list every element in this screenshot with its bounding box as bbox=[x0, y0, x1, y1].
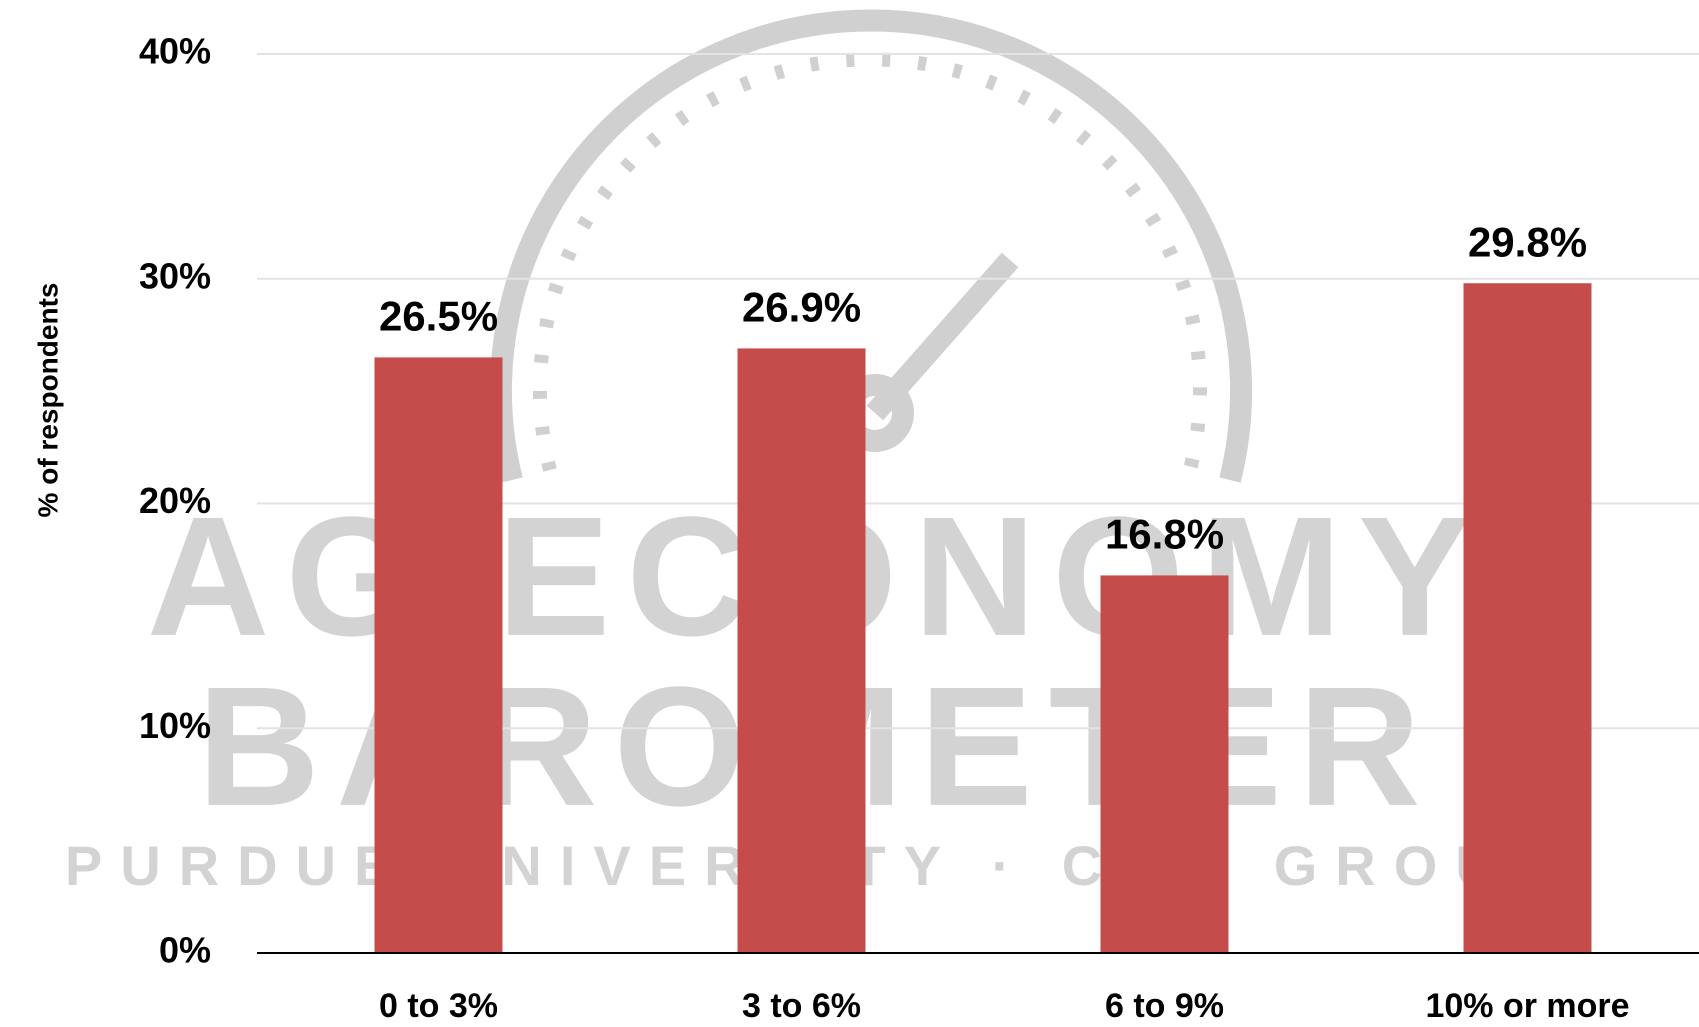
bar bbox=[374, 357, 503, 954]
value-label: 26.5% bbox=[379, 293, 498, 340]
value-label: 26.9% bbox=[742, 284, 861, 331]
bar bbox=[1100, 575, 1229, 953]
gauge-arc bbox=[490, 9, 1252, 483]
watermark-gauge bbox=[490, 9, 1252, 483]
x-tick-label: 0 to 3% bbox=[379, 987, 498, 1025]
y-tick-label: 0% bbox=[159, 930, 211, 971]
bar bbox=[737, 348, 866, 953]
x-tick-label: 6 to 9% bbox=[1105, 987, 1224, 1025]
y-tick-label: 40% bbox=[139, 31, 211, 72]
bar bbox=[1463, 283, 1592, 953]
gauge-ticks bbox=[533, 52, 1207, 472]
value-label: 16.8% bbox=[1105, 511, 1224, 558]
y-axis-label: % of respondents bbox=[32, 283, 63, 518]
y-tick-label: 30% bbox=[139, 255, 211, 296]
value-label: 29.8% bbox=[1468, 218, 1587, 265]
x-tick-label: 3 to 6% bbox=[742, 987, 861, 1025]
y-tick-label: 10% bbox=[139, 705, 211, 746]
x-tick-label: 10% or more bbox=[1425, 987, 1629, 1025]
y-tick-label: 20% bbox=[139, 480, 211, 521]
